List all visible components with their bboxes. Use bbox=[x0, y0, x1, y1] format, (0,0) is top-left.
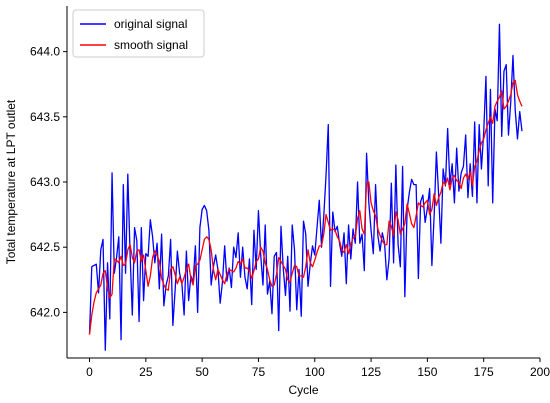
original-signal-legend-label: original signal bbox=[114, 17, 187, 31]
x-tick-label: 150 bbox=[417, 365, 437, 379]
y-axis-ticks: 642.0 642.5 643.0 643.5 644.0 bbox=[30, 45, 67, 319]
x-axis-ticks: 0 25 50 75 100 125 150 175 200 bbox=[86, 358, 550, 379]
smooth-signal-line bbox=[88, 79, 523, 335]
y-tick-label: 643.5 bbox=[30, 110, 60, 124]
y-axis-title: Total temperature at LPT outlet bbox=[4, 99, 18, 264]
y-tick-label: 642.0 bbox=[30, 305, 60, 319]
x-tick-label: 50 bbox=[195, 365, 209, 379]
y-tick-label: 642.5 bbox=[30, 240, 60, 254]
x-tick-label: 75 bbox=[252, 365, 266, 379]
x-tick-label: 125 bbox=[361, 365, 381, 379]
x-tick-label: 100 bbox=[305, 365, 325, 379]
plot-lines bbox=[88, 23, 523, 351]
x-tick-label: 0 bbox=[86, 365, 93, 379]
x-tick-label: 200 bbox=[530, 365, 550, 379]
y-tick-label: 643.0 bbox=[30, 175, 60, 189]
legend: original signal smooth signal bbox=[72, 9, 205, 58]
x-tick-label: 25 bbox=[139, 365, 153, 379]
smooth-signal-legend-label: smooth signal bbox=[114, 38, 188, 52]
original-signal-line bbox=[88, 23, 523, 351]
y-tick-label: 644.0 bbox=[30, 45, 60, 59]
x-tick-label: 175 bbox=[474, 365, 494, 379]
x-axis-title: Cycle bbox=[288, 383, 318, 397]
